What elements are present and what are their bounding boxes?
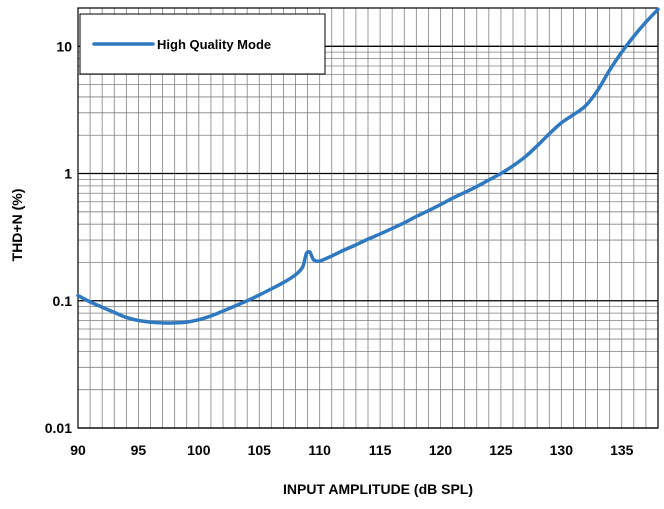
y-axis-label: THD+N (%) <box>9 189 25 262</box>
legend: High Quality Mode <box>79 13 326 75</box>
y-tick-label: 1 <box>64 166 72 182</box>
y-tick-label: 10 <box>56 38 72 54</box>
y-tick-label: 0.1 <box>53 293 73 309</box>
x-tick-label: 115 <box>369 442 392 458</box>
x-tick-label: 100 <box>187 442 211 458</box>
plot-frame <box>77 7 659 429</box>
x-tick-label: 125 <box>489 442 513 458</box>
x-tick-label: 105 <box>248 442 272 458</box>
x-tick-label: 110 <box>308 442 331 458</box>
x-tick-label: 130 <box>550 442 574 458</box>
x-tick-label: 95 <box>131 442 147 458</box>
series-line-0 <box>76 7 660 325</box>
series-layer <box>76 7 660 325</box>
legend-label: High Quality Mode <box>157 37 271 52</box>
x-tick-label: 90 <box>70 442 86 458</box>
y-tick-label: 0.01 <box>45 420 72 436</box>
x-axis-label: INPUT AMPLITUDE (dB SPL) <box>283 481 473 497</box>
grid <box>77 7 659 429</box>
x-tick-label: 120 <box>429 442 453 458</box>
x-tick-label: 135 <box>610 442 634 458</box>
